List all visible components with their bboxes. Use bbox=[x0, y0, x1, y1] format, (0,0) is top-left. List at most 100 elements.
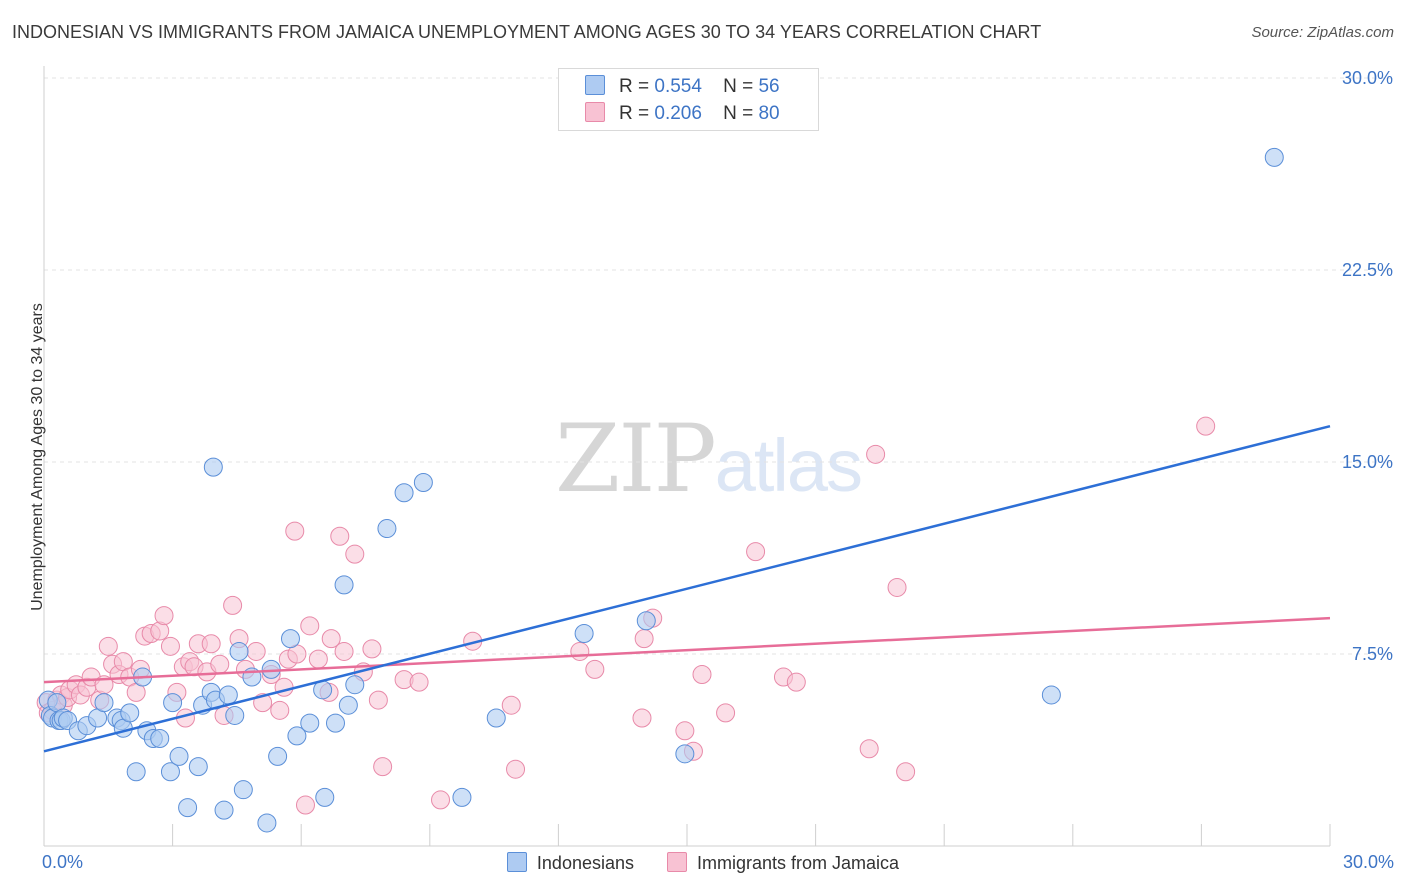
jamaica-point bbox=[330, 526, 350, 546]
legend-label-jamaica: Immigrants from Jamaica bbox=[697, 853, 900, 873]
indonesians-point bbox=[169, 746, 189, 766]
jamaica-point bbox=[223, 595, 243, 615]
jamaica-point bbox=[334, 641, 354, 661]
indonesians-trend-line bbox=[43, 424, 1331, 753]
legend-r-label: R = bbox=[619, 103, 650, 124]
jamaica-point bbox=[585, 659, 605, 679]
indonesians-point bbox=[334, 575, 354, 595]
jamaica-point bbox=[692, 664, 712, 684]
y-axis-label: Unemployment Among Ages 30 to 34 years bbox=[29, 303, 46, 611]
legend-swatch-indonesians bbox=[585, 75, 605, 95]
indonesians-point bbox=[160, 762, 180, 782]
indonesians-point bbox=[325, 713, 345, 733]
legend-item-jamaica: Immigrants from Jamaica bbox=[667, 852, 899, 874]
jamaica-point bbox=[345, 544, 365, 564]
jamaica-point bbox=[887, 577, 907, 597]
indonesians-point bbox=[225, 705, 245, 725]
jamaica-point bbox=[308, 649, 328, 669]
y-tick-labels: 7.5% 15.0% 22.5% 30.0% bbox=[1342, 68, 1393, 664]
indonesians-point bbox=[218, 685, 238, 705]
jamaica-point bbox=[786, 672, 806, 692]
legend-swatch-jamaica bbox=[667, 852, 688, 872]
jamaica-point bbox=[409, 672, 429, 692]
indonesians-point bbox=[94, 693, 114, 713]
indonesians-point bbox=[214, 800, 234, 820]
indonesians-point bbox=[126, 762, 146, 782]
legend-item-indonesians: Indonesians bbox=[506, 852, 634, 874]
jamaica-point bbox=[246, 641, 266, 661]
chart-title: INDONESIAN VS IMMIGRANTS FROM JAMAICA UN… bbox=[12, 22, 1042, 42]
jamaica-point bbox=[896, 762, 916, 782]
jamaica-point bbox=[506, 759, 526, 779]
indonesians-point bbox=[377, 519, 397, 539]
jamaica-point bbox=[98, 636, 118, 656]
jamaica-point bbox=[675, 721, 695, 741]
jamaica-point bbox=[570, 641, 590, 661]
jamaica-point bbox=[295, 795, 315, 815]
series-indonesians-points bbox=[38, 147, 1284, 833]
jamaica-point bbox=[154, 606, 174, 626]
indonesians-point bbox=[203, 457, 223, 477]
watermark: ZIPatlas bbox=[555, 405, 863, 514]
indonesians-point bbox=[120, 703, 140, 723]
jamaica-point bbox=[373, 757, 393, 777]
watermark-atlas: atlas bbox=[714, 424, 863, 507]
jamaica-point bbox=[300, 616, 320, 636]
indonesians-point bbox=[163, 693, 183, 713]
indonesians-point bbox=[486, 708, 506, 728]
legend-r-value: 0.554 bbox=[654, 76, 702, 97]
legend-r-value: 0.206 bbox=[654, 103, 702, 124]
jamaica-point bbox=[270, 700, 290, 720]
correlation-legend: R = 0.554 N = 56 R = 0.206 N = 80 bbox=[558, 68, 819, 131]
jamaica-point bbox=[746, 542, 766, 562]
jamaica-point bbox=[716, 703, 736, 723]
y-tick-label: 30.0% bbox=[1342, 68, 1393, 88]
indonesians-point bbox=[150, 728, 170, 748]
legend-n-label: N = bbox=[723, 103, 754, 124]
legend-label-indonesians: Indonesians bbox=[536, 853, 634, 873]
series-jamaica-points bbox=[36, 416, 1216, 815]
jamaica-point bbox=[201, 634, 221, 654]
jamaica-point bbox=[362, 639, 382, 659]
indonesians-point bbox=[1264, 147, 1284, 167]
indonesians-point bbox=[338, 695, 358, 715]
jamaica-point bbox=[274, 677, 294, 697]
legend-r-label: R = bbox=[619, 76, 650, 97]
legend-n-label: N = bbox=[723, 76, 754, 97]
jamaica-trend-line bbox=[43, 616, 1331, 684]
source-label: Source: ZipAtlas.com bbox=[1251, 24, 1394, 41]
indonesians-point bbox=[178, 798, 198, 818]
indonesians-point bbox=[413, 472, 433, 492]
y-tick-label: 22.5% bbox=[1342, 260, 1393, 280]
jamaica-point bbox=[859, 739, 879, 759]
indonesians-point bbox=[636, 611, 656, 631]
indonesians-point bbox=[268, 746, 288, 766]
jamaica-point bbox=[501, 695, 521, 715]
legend-n-value: 80 bbox=[758, 103, 780, 124]
legend-n-value: 56 bbox=[758, 76, 780, 97]
x-tick-label-min: 0.0% bbox=[42, 852, 84, 872]
series-legend: Indonesians Immigrants from Jamaica bbox=[0, 852, 1406, 874]
indonesians-point bbox=[188, 757, 208, 777]
y-tick-label: 15.0% bbox=[1342, 452, 1393, 472]
jamaica-point bbox=[285, 521, 305, 541]
jamaica-point bbox=[634, 629, 654, 649]
indonesians-point bbox=[452, 787, 472, 807]
jamaica-point bbox=[431, 790, 451, 810]
indonesians-point bbox=[233, 780, 253, 800]
legend-row-indonesians: R = 0.554 N = 56 bbox=[585, 75, 780, 99]
legend-swatch-jamaica bbox=[585, 102, 605, 122]
legend-swatch-indonesians bbox=[506, 852, 527, 872]
indonesians-point bbox=[229, 641, 249, 661]
y-tick-label: 7.5% bbox=[1352, 644, 1393, 664]
indonesians-point bbox=[257, 813, 277, 833]
legend-row-jamaica: R = 0.206 N = 80 bbox=[585, 102, 780, 126]
jamaica-point bbox=[160, 636, 180, 656]
trend-lines bbox=[43, 424, 1331, 753]
watermark-zip: ZIP bbox=[555, 405, 717, 514]
jamaica-point bbox=[321, 629, 341, 649]
indonesians-point bbox=[394, 483, 414, 503]
indonesians-point bbox=[1041, 685, 1061, 705]
indonesians-point bbox=[315, 787, 335, 807]
